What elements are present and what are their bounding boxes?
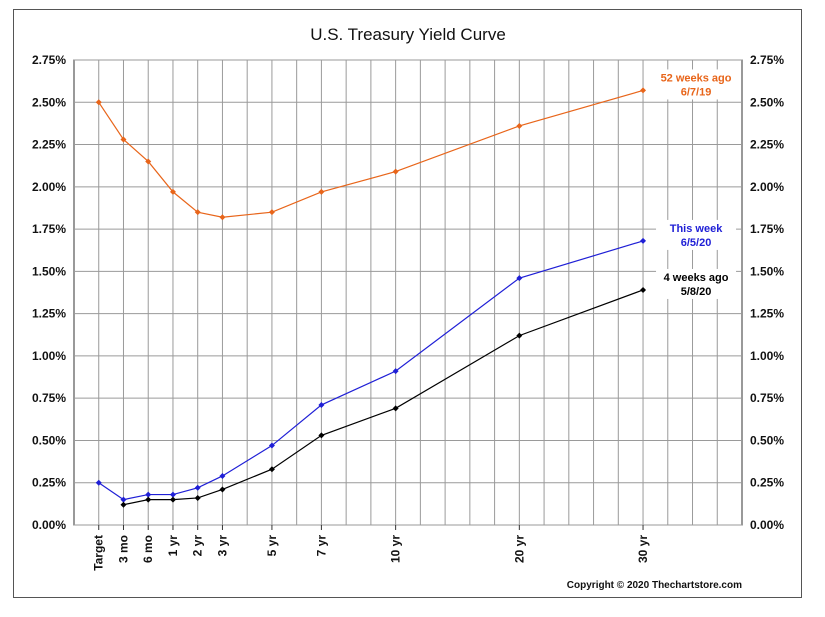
data-point-series-0 [95,99,102,106]
x-tick-label: 7 yr [314,535,328,557]
y-tick-label-left: 0.50% [32,433,66,447]
y-tick-label-left: 2.50% [32,95,66,109]
y-tick-label-right: 1.00% [750,349,784,363]
annotation-label: 52 weeks ago [661,72,732,84]
y-tick-label-left: 1.25% [32,307,66,321]
annotation-bg [656,268,737,299]
annotation-label: 4 weeks ago [664,272,729,284]
y-tick-label-right: 1.75% [750,222,784,236]
data-point-series-0 [120,136,127,143]
y-tick-label-left: 2.25% [32,138,66,152]
x-tick-label: 30 yr [636,535,650,563]
y-tick-label-left: 1.75% [32,222,66,236]
data-point-series-0 [640,87,647,94]
data-point-series-2 [516,332,523,339]
chart-title: U.S. Treasury Yield Curve [310,25,506,44]
x-tick-label: 5 yr [265,535,279,557]
y-tick-label-right: 2.50% [750,95,784,109]
data-point-series-0 [169,188,176,195]
data-point-series-1 [318,401,325,408]
copyright-text: Copyright © 2020 Thechartstore.com [567,580,742,591]
data-point-series-1 [219,472,226,479]
data-point-series-1 [95,479,102,486]
data-point-series-2 [318,432,325,439]
y-tick-label-left: 2.75% [32,53,66,67]
y-tick-label-left: 0.75% [32,391,66,405]
series-line-2 [123,289,644,506]
data-point-series-0 [318,188,325,195]
data-point-series-2 [219,486,226,493]
data-point-series-1 [169,491,176,498]
data-point-series-1 [194,484,201,491]
x-tick-label: 2 yr [191,535,205,557]
data-point-series-2 [640,286,647,293]
data-point-series-2 [194,494,201,501]
y-tick-label-left: 0.25% [32,476,66,490]
y-tick-label-left: 1.00% [32,349,66,363]
annotation-date: 5/8/20 [681,286,712,298]
data-point-series-0 [268,209,275,216]
y-tick-label-left: 2.00% [32,180,66,194]
plot-area [73,59,743,526]
data-point-series-1 [145,491,152,498]
x-tick-label: 1 yr [166,535,180,557]
data-point-series-1 [120,496,127,503]
data-point-series-2 [392,405,399,412]
data-point-series-1 [516,275,523,282]
y-tick-label-right: 1.25% [750,307,784,321]
data-point-series-0 [392,168,399,175]
y-tick-label-left: 0.00% [32,518,66,532]
data-point-series-2 [145,496,152,503]
x-tick-label: 10 yr [389,535,403,563]
data-point-series-1 [640,237,647,244]
data-point-series-0 [194,209,201,216]
data-point-series-1 [392,368,399,375]
x-tick-label: 3 yr [215,535,229,557]
data-point-series-0 [219,214,226,221]
y-tick-label-left: 1.50% [32,264,66,278]
data-point-series-2 [169,496,176,503]
data-point-series-0 [516,122,523,129]
y-tick-label-right: 0.50% [750,433,784,447]
x-tick-label: 20 yr [512,535,526,563]
annotation-layer: 52 weeks ago 6/7/19 This week 6/5/20 4 weeks… [656,69,737,299]
annotation-label: This week [670,223,723,235]
data-point-series-1 [268,442,275,449]
annotation-bg [656,219,737,250]
data-point-series-2 [120,501,127,508]
x-tick-label: Target [92,535,106,571]
y-tick-label-right: 0.25% [750,476,784,490]
annotation-date: 6/5/20 [681,237,712,249]
annotation-date: 6/7/19 [681,86,712,98]
x-tick-label: 3 mo [116,535,130,563]
y-tick-label-right: 2.00% [750,180,784,194]
y-tick-label-right: 2.75% [750,53,784,67]
x-tick-label: 6 mo [141,535,155,563]
annotation-bg [656,69,737,100]
series-layer [95,87,647,508]
y-tick-label-right: 0.00% [750,518,784,532]
y-tick-label-right: 2.25% [750,138,784,152]
y-tick-label-right: 0.75% [750,391,784,405]
data-point-series-0 [145,158,152,165]
y-tick-label-right: 1.50% [750,264,784,278]
data-point-series-2 [268,466,275,473]
axis-layer: 0.00% 0.00% 0.25% 0.25% 0.50% 0.50% 0.75% 0.75%… [32,53,784,571]
